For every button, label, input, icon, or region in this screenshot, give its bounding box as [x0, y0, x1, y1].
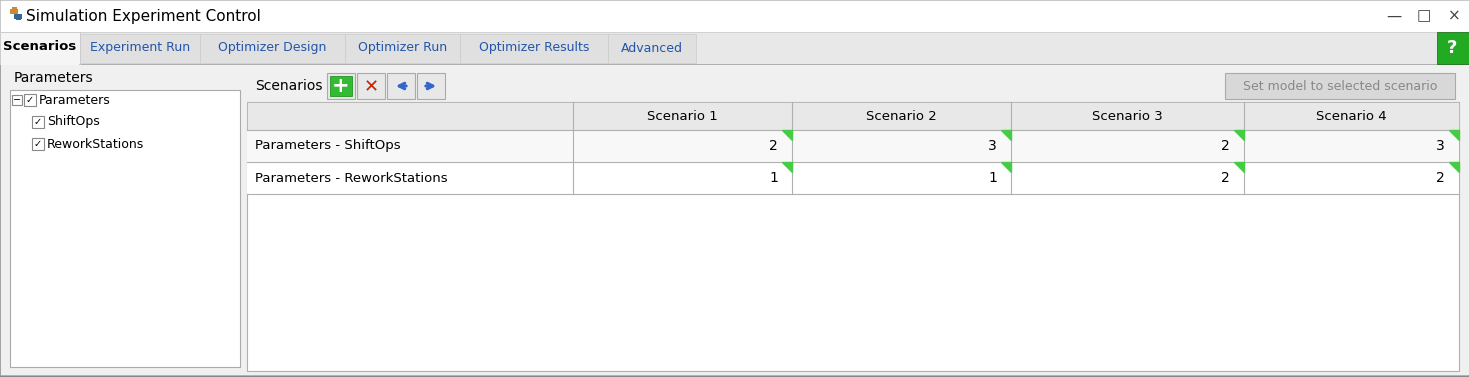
Text: Simulation Experiment Control: Simulation Experiment Control [26, 9, 261, 23]
Bar [0, 0, 1469, 32]
Text: Parameters - ShiftOps: Parameters - ShiftOps [256, 139, 401, 153]
Text: Set model to selected scenario: Set model to selected scenario [1243, 80, 1437, 92]
Polygon shape [1448, 162, 1459, 172]
Bar [247, 102, 1459, 371]
Text: 2: 2 [1221, 139, 1230, 153]
Bar [0, 32, 79, 64]
Text: 2: 2 [1221, 171, 1230, 185]
Bar [12, 95, 22, 105]
Text: Scenario 4: Scenario 4 [1316, 109, 1387, 123]
Bar [32, 138, 44, 150]
Bar [79, 34, 200, 63]
Bar [1, 61, 79, 65]
Bar [10, 90, 239, 367]
Polygon shape [782, 162, 792, 172]
Text: ✓: ✓ [34, 117, 43, 127]
Polygon shape [1234, 162, 1244, 172]
Bar [247, 102, 1459, 130]
Polygon shape [1000, 162, 1011, 172]
Text: 3: 3 [989, 139, 997, 153]
Polygon shape [1234, 130, 1244, 140]
Text: —: — [1387, 9, 1401, 23]
Bar [32, 116, 44, 128]
Bar [1437, 32, 1469, 64]
Bar [328, 73, 355, 99]
Bar [247, 130, 1459, 162]
Text: ReworkStations: ReworkStations [47, 138, 144, 150]
Text: 1: 1 [989, 171, 997, 185]
Bar [331, 76, 353, 96]
Text: 3: 3 [1437, 139, 1445, 153]
Text: Scenarios: Scenarios [256, 79, 323, 93]
Text: ×: × [1447, 9, 1460, 23]
Bar [357, 73, 385, 99]
Bar [1225, 73, 1454, 99]
Text: Parameters: Parameters [15, 71, 94, 85]
Text: Experiment Run: Experiment Run [90, 41, 190, 55]
Bar [10, 9, 18, 14]
Bar [460, 34, 608, 63]
Text: ✓: ✓ [34, 139, 43, 149]
Bar [24, 94, 37, 106]
Polygon shape [1000, 130, 1011, 140]
Text: 1: 1 [770, 171, 779, 185]
Bar [386, 73, 416, 99]
Text: Scenario 3: Scenario 3 [1091, 109, 1163, 123]
Text: 2: 2 [1437, 171, 1445, 185]
Text: ✕: ✕ [363, 78, 379, 96]
Text: Scenarios: Scenarios [3, 40, 76, 54]
Bar [417, 73, 445, 99]
Text: Optimizer Design: Optimizer Design [219, 41, 326, 55]
Text: Optimizer Run: Optimizer Run [358, 41, 447, 55]
Text: ✓: ✓ [26, 95, 34, 105]
Bar [16, 16, 21, 20]
Bar [15, 14, 22, 19]
Text: □: □ [1416, 9, 1431, 23]
Bar [200, 34, 345, 63]
Text: −: − [13, 95, 21, 105]
Text: Parameters - ReworkStations: Parameters - ReworkStations [256, 172, 448, 184]
Text: Scenario 2: Scenario 2 [867, 109, 937, 123]
Bar [12, 7, 18, 11]
Text: +: + [332, 76, 350, 96]
Text: Scenario 1: Scenario 1 [648, 109, 718, 123]
Bar [608, 34, 696, 63]
Text: Optimizer Results: Optimizer Results [479, 41, 589, 55]
Polygon shape [1448, 130, 1459, 140]
Text: Advanced: Advanced [621, 41, 683, 55]
Bar [0, 32, 1469, 64]
Text: ShiftOps: ShiftOps [47, 115, 100, 129]
Bar [0, 64, 1469, 375]
Text: ?: ? [1447, 39, 1457, 57]
Text: 2: 2 [770, 139, 779, 153]
Bar [247, 162, 1459, 194]
Bar [345, 34, 460, 63]
Text: Parameters: Parameters [40, 93, 110, 106]
Polygon shape [782, 130, 792, 140]
